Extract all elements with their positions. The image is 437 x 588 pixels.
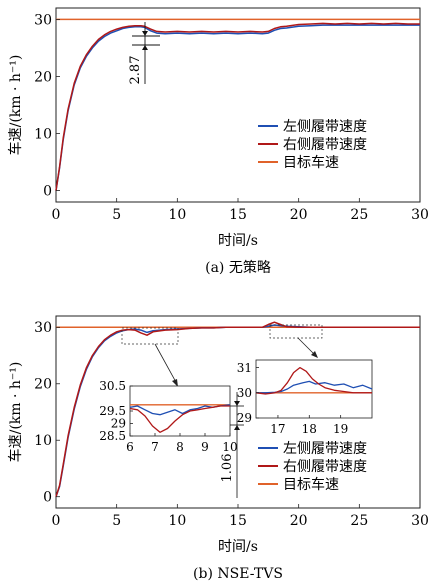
chart-a-annotation: 2.87 xyxy=(128,22,160,84)
chart-b-inset-1-frame xyxy=(129,385,231,437)
chart-a-legend-label-right: 右侧履带速度 xyxy=(283,137,367,153)
chart-b-zoom-pointer-2-head xyxy=(311,351,318,358)
chart-b-legend-label-left: 左侧履带速度 xyxy=(283,441,367,457)
chart-b-inset-1-xtick-label-1: 7 xyxy=(151,440,159,454)
chart-b-inset-1-ytick-label-2: 29.5 xyxy=(99,404,126,418)
chart-b-inset-1-ytick-label-0: 28.5 xyxy=(99,429,126,443)
chart-b-xtick-label-2: 10 xyxy=(168,513,186,529)
chart-b-inset-2-ytick-label-2: 31 xyxy=(237,361,252,375)
chart-b-zoom-pointer-1 xyxy=(154,343,178,385)
chart-b-inset-1-series-1 xyxy=(129,405,230,433)
chart-a-ticks: 0 5 10 15 20 25 30 0 10 20 30 xyxy=(34,12,429,223)
chart-b-series-1 xyxy=(55,321,420,497)
chart-a-xtick-label-4: 20 xyxy=(290,207,308,223)
chart-a-xtick-label-0: 0 xyxy=(52,207,61,223)
chart-b-legend-label-right: 右侧履带速度 xyxy=(283,459,367,475)
chart-b-ytick-label-0: 0 xyxy=(43,490,52,506)
chart-a-xtick-label-2: 10 xyxy=(168,207,186,223)
chart-b-ytick-label-2: 20 xyxy=(34,377,52,393)
chart-b-inset-2-xtick-label-0: 17 xyxy=(270,422,285,436)
chart-b-arrowhead-bottom xyxy=(234,425,240,430)
chart-b-ylabel: 车速/(km · h⁻¹) xyxy=(7,362,24,463)
chart-a-series-group xyxy=(55,18,420,191)
chart-b-xtick-label-0: 0 xyxy=(52,513,61,529)
chart-a-legend-label-target: 目标车速 xyxy=(283,154,339,171)
chart-a-ylabel: 车速/(km · h⁻¹) xyxy=(7,55,24,156)
chart-a-arrowhead-top xyxy=(142,31,148,36)
chart-b-inset-1-ytick-label-3: 30.5 xyxy=(99,379,126,393)
chart-a-xtick-label-3: 15 xyxy=(229,207,247,223)
chart-b-inset-2-series-1 xyxy=(255,366,372,395)
chart-b-annotation-label: 1.06 xyxy=(220,454,235,483)
chart-b-inset-2-frame xyxy=(255,359,373,419)
chart-a-annotation-label: 2.87 xyxy=(128,56,143,85)
chart-b-xlabel: 时间/s xyxy=(218,539,258,555)
chart-a-ytick-label-0: 0 xyxy=(43,183,52,199)
chart-b-inset-2-ytick-label-0: 29 xyxy=(237,411,252,425)
chart-a: 0 5 10 15 20 25 30 0 10 20 30 2.87 左侧履带速度 右侧履带速度 目… xyxy=(7,7,429,276)
chart-b-xtick-label-3: 15 xyxy=(229,513,247,529)
chart-b-inset-2-xtick-label-2: 19 xyxy=(333,422,348,436)
chart-a-legend: 左侧履带速度 右侧履带速度 目标车速 xyxy=(258,119,367,171)
chart-b-inset-1-xtick-label-0: 6 xyxy=(126,440,134,454)
chart-b-xtick-label-6: 30 xyxy=(411,513,429,529)
chart-b-ytick-label-1: 10 xyxy=(34,433,52,449)
chart-b-inset-1-xtick-label-3: 9 xyxy=(201,440,209,454)
chart-b-arrowhead-top xyxy=(234,401,240,406)
chart-b-inset-2-ytick-label-1: 30 xyxy=(237,386,252,400)
chart-b-legend: 左侧履带速度 右侧履带速度 目标车速 xyxy=(258,441,367,493)
chart-a-ytick-label-1: 10 xyxy=(34,126,52,142)
chart-b-series-group xyxy=(55,321,420,497)
chart-a-series-1 xyxy=(55,22,420,191)
chart-a-xtick-label-1: 5 xyxy=(112,207,121,223)
chart-b-inset-1-ytick-label-1: 29 xyxy=(111,417,126,431)
chart-b-zoom-box-1 xyxy=(121,327,179,345)
chart-b-zoom-pointer-1-head xyxy=(172,379,178,387)
chart-a-arrowhead-bottom xyxy=(142,45,148,50)
chart-a-ytick-label-2: 20 xyxy=(34,69,52,85)
chart-a-ytick-label-3: 30 xyxy=(34,12,52,28)
chart-b-ytick-label-3: 30 xyxy=(34,320,52,336)
chart-b-zoom-box-2 xyxy=(269,324,323,339)
chart-b-inset-series-group xyxy=(129,366,373,433)
chart-b-xtick-label-5: 25 xyxy=(350,513,368,529)
chart-a-caption: (a) 无策略 xyxy=(205,259,271,276)
chart-b-caption: (b) NSE-TVS xyxy=(193,566,283,582)
chart-b-inset-1-xtick-label-4: 10 xyxy=(222,440,237,454)
chart-b-ticks: 0 5 10 15 20 25 30 0 10 20 30 xyxy=(34,320,429,529)
chart-b-annotation: 1.06 xyxy=(220,392,244,498)
chart-b-inset-2-xtick-label-1: 18 xyxy=(302,422,317,436)
chart-a-frame xyxy=(55,7,421,203)
chart-a-xtick-label-5: 25 xyxy=(350,207,368,223)
chart-a-series-0 xyxy=(55,24,420,191)
chart-b-xtick-label-1: 5 xyxy=(112,513,121,529)
chart-a-xtick-label-6: 30 xyxy=(411,207,429,223)
chart-a-legend-label-left: 左侧履带速度 xyxy=(283,119,367,135)
chart-b-legend-label-target: 目标车速 xyxy=(283,476,339,493)
chart-b-inset-1-xtick-label-2: 8 xyxy=(176,440,184,454)
chart-b-xtick-label-4: 20 xyxy=(290,513,308,529)
chart-a-xlabel: 时间/s xyxy=(218,233,258,249)
